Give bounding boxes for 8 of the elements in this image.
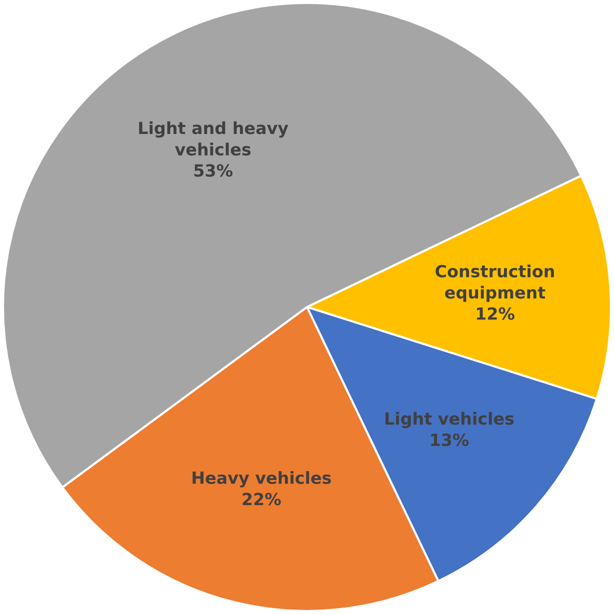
data-label: 53%	[194, 164, 232, 177]
slice-label: Heavy vehicles	[192, 471, 331, 488]
data-label: 13%	[431, 434, 469, 446]
data-label: 12%	[476, 307, 514, 320]
slice-label: Construction equipment	[436, 264, 554, 302]
slice-label: Light and heavy vehicles	[139, 121, 288, 156]
data-label: 22%	[242, 492, 281, 506]
slice-label: Light vehicles	[386, 412, 514, 428]
